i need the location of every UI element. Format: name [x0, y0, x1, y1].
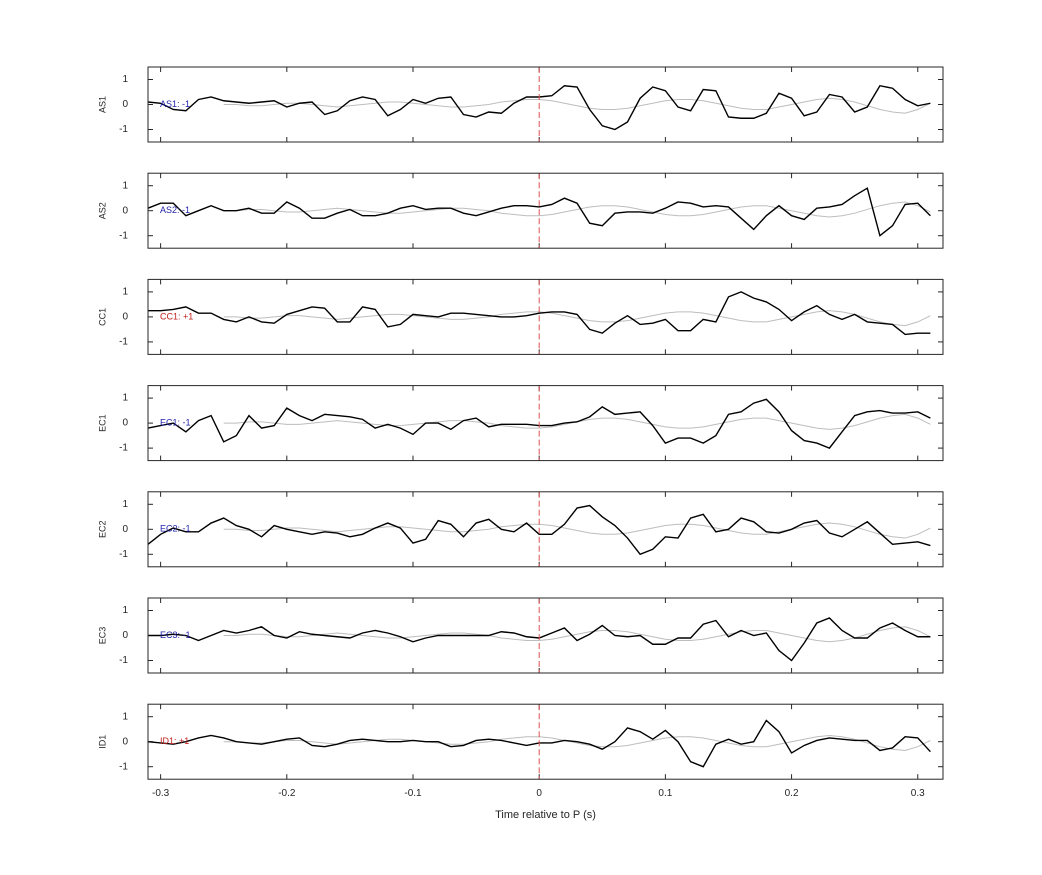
y-tick-label: 1 — [122, 287, 128, 298]
axes-box — [147, 66, 944, 143]
annotation: EC1: -1 — [160, 417, 191, 427]
axes-box — [147, 597, 944, 674]
x-tick-label: -0.1 — [404, 788, 422, 799]
y-tick-label: 1 — [122, 499, 128, 510]
x-tick-label: -0.3 — [152, 788, 170, 799]
axes-box — [147, 385, 944, 462]
y-axis-label: EC3 — [97, 627, 107, 645]
data-line — [223, 201, 931, 218]
y-axis-label: AS2 — [97, 202, 107, 219]
y-tick-label: 0 — [122, 630, 128, 641]
data-line — [147, 187, 931, 237]
y-tick-label: 0 — [122, 524, 128, 535]
x-tick-label: 0.3 — [911, 788, 925, 799]
y-tick-label: -1 — [119, 443, 128, 454]
x-tick-label: 0.1 — [658, 788, 672, 799]
x-tick-label: 0 — [536, 788, 542, 799]
annotation: EC3: -1 — [160, 630, 191, 640]
data-line — [148, 291, 931, 336]
annotation: EC2: -1 — [160, 524, 191, 534]
axes-box — [147, 703, 944, 780]
annotation: ID1: +1 — [160, 736, 189, 746]
y-tick-label: 1 — [122, 74, 128, 85]
x-tick-label: 0.2 — [785, 788, 799, 799]
axes-box — [147, 172, 944, 249]
annotation: AS1: -1 — [160, 99, 190, 109]
y-axis-label: EC1 — [97, 414, 107, 432]
y-axis-label: EC2 — [97, 521, 107, 539]
y-tick-label: 1 — [122, 393, 128, 404]
x-tick-label: -0.2 — [278, 788, 296, 799]
data-line — [223, 522, 931, 539]
y-tick-label: 1 — [122, 605, 128, 616]
axes-box — [147, 278, 944, 355]
y-tick-label: -1 — [119, 549, 128, 560]
annotation: AS2: -1 — [160, 205, 190, 215]
annotation: CC1: +1 — [160, 311, 193, 321]
y-tick-label: 1 — [122, 180, 128, 191]
y-tick-label: -1 — [119, 124, 128, 135]
y-axis-label: CC1 — [97, 308, 107, 326]
y-tick-label: -1 — [119, 655, 128, 666]
y-tick-label: 0 — [122, 312, 128, 323]
data-line — [147, 504, 931, 556]
y-tick-label: -1 — [119, 761, 128, 772]
y-tick-label: 1 — [122, 711, 128, 722]
y-axis-label: ID1 — [97, 735, 107, 749]
data-line — [223, 626, 931, 643]
y-tick-label: 0 — [122, 99, 128, 110]
axes-box — [147, 491, 944, 568]
data-line — [223, 310, 931, 327]
y-tick-label: 0 — [122, 205, 128, 216]
y-axis-label: AS1 — [97, 96, 107, 113]
y-tick-label: -1 — [119, 230, 128, 241]
y-tick-label: -1 — [119, 337, 128, 348]
y-tick-label: 0 — [122, 736, 128, 747]
x-axis-label: Time relative to P (s) — [495, 809, 596, 821]
data-line — [223, 734, 931, 751]
y-tick-label: 0 — [122, 418, 128, 429]
